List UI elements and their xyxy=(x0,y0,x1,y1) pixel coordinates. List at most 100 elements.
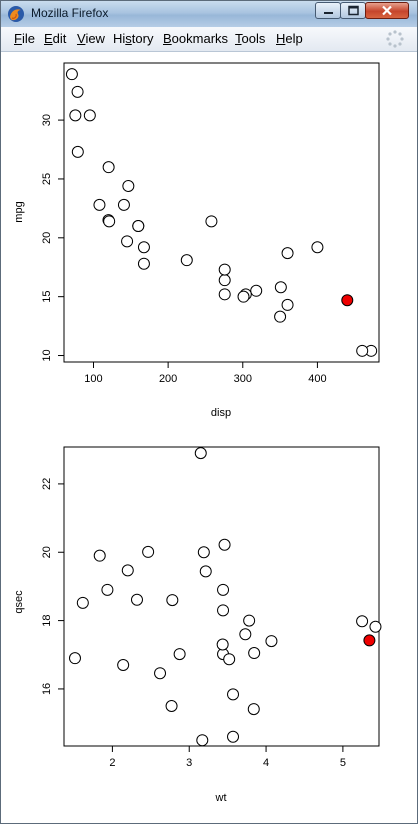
y-tick-label: 22 xyxy=(41,478,53,490)
highlighted-point xyxy=(363,634,376,647)
plot-frame xyxy=(63,446,380,747)
menu-history[interactable]: History xyxy=(113,31,154,46)
data-point xyxy=(122,180,135,193)
x-tick-label: 100 xyxy=(84,373,102,385)
minimize-icon xyxy=(324,12,333,14)
data-point xyxy=(117,659,130,672)
data-point xyxy=(223,653,236,666)
menu-file[interactable]: File xyxy=(14,31,35,46)
data-point xyxy=(194,447,207,460)
x-axis-title: wt xyxy=(215,792,227,804)
y-tick-label: 25 xyxy=(41,173,53,185)
data-point xyxy=(101,583,114,596)
menu-bar: File Edit View History Bookmarks Tools H… xyxy=(1,27,417,52)
y-tick-label: 15 xyxy=(41,291,53,303)
window-title: Mozilla Firefox xyxy=(31,6,109,20)
data-point xyxy=(239,628,252,641)
data-point xyxy=(142,545,155,558)
y-axis: 10 15 20 25 30 xyxy=(41,114,64,362)
title-bar[interactable]: Mozilla Firefox xyxy=(1,1,417,27)
data-point xyxy=(132,220,145,233)
data-point xyxy=(369,620,382,633)
menu-edit[interactable]: Edit xyxy=(44,31,67,46)
x-tick-label: 3 xyxy=(186,757,192,769)
x-tick-label: 300 xyxy=(234,373,252,385)
data-point xyxy=(76,596,89,609)
data-point xyxy=(243,614,256,627)
y-tick-label: 10 xyxy=(41,349,53,361)
data-point xyxy=(180,254,193,267)
data-point xyxy=(274,310,287,323)
page-content: 100 200 300 400 10 15 20 25 30 disp mpg 2 3 4 5 16… xyxy=(1,52,417,823)
data-point xyxy=(83,109,96,122)
data-point xyxy=(218,263,231,276)
data-point xyxy=(216,638,229,651)
close-button[interactable] xyxy=(365,2,409,19)
data-point xyxy=(356,615,369,628)
data-point xyxy=(154,667,167,680)
data-point xyxy=(274,281,287,294)
data-point xyxy=(197,546,210,559)
data-point xyxy=(199,565,212,578)
data-point xyxy=(173,648,186,661)
x-axis: 100 200 300 400 xyxy=(84,362,327,385)
close-icon xyxy=(382,5,392,16)
data-point xyxy=(93,198,106,211)
data-point xyxy=(71,85,84,98)
plots-canvas: 100 200 300 400 10 15 20 25 30 disp mpg 2 3 4 5 16… xyxy=(13,62,382,804)
data-point xyxy=(68,652,81,665)
x-tick-label: 4 xyxy=(263,757,269,769)
data-point xyxy=(311,241,324,254)
data-point xyxy=(248,647,261,660)
scatter-points xyxy=(65,68,378,357)
menu-view[interactable]: View xyxy=(77,31,105,46)
data-point xyxy=(205,215,218,228)
x-tick-label: 200 xyxy=(159,373,177,385)
y-axis-title: mpg xyxy=(13,201,25,222)
data-point xyxy=(227,730,240,743)
maximize-button[interactable] xyxy=(340,2,366,19)
data-point xyxy=(166,594,179,607)
data-point xyxy=(69,109,82,122)
data-point xyxy=(247,703,260,716)
data-point xyxy=(217,583,230,596)
menu-help[interactable]: Help xyxy=(276,31,303,46)
firefox-icon xyxy=(8,6,24,22)
data-point xyxy=(218,274,231,287)
data-point xyxy=(103,215,116,228)
data-point xyxy=(265,635,278,648)
maximize-icon xyxy=(348,5,359,16)
highlighted-point xyxy=(341,294,354,307)
scatter-points xyxy=(68,447,382,747)
data-point xyxy=(218,288,231,301)
x-tick-label: 400 xyxy=(308,373,326,385)
x-tick-label: 2 xyxy=(109,757,115,769)
data-point xyxy=(250,284,263,297)
data-point xyxy=(137,257,150,270)
minimize-button[interactable] xyxy=(315,2,341,19)
menu-bookmarks[interactable]: Bookmarks xyxy=(163,31,229,46)
y-axis: 16 18 20 22 xyxy=(41,478,64,695)
data-point xyxy=(71,145,84,158)
y-tick-label: 30 xyxy=(41,114,53,126)
chart-qsec-vs-wt: 2 3 4 5 16 18 20 22 wt qsec xyxy=(13,446,382,804)
data-point xyxy=(281,247,294,260)
chart-mpg-vs-disp: 100 200 300 400 10 15 20 25 30 disp mpg xyxy=(13,62,380,419)
data-point xyxy=(93,549,106,562)
x-axis: 2 3 4 5 xyxy=(109,746,346,769)
data-point xyxy=(121,235,134,248)
data-point xyxy=(218,538,231,551)
data-point xyxy=(356,344,369,357)
y-tick-label: 20 xyxy=(41,546,53,558)
loading-throbber-icon xyxy=(386,30,404,48)
data-point xyxy=(102,161,115,174)
menu-tools[interactable]: Tools xyxy=(235,31,266,46)
y-axis-title: qsec xyxy=(13,590,25,614)
y-tick-label: 18 xyxy=(41,614,53,626)
data-point xyxy=(117,198,130,211)
data-point xyxy=(137,241,150,254)
x-axis-title: disp xyxy=(211,407,231,419)
y-tick-label: 20 xyxy=(41,232,53,244)
data-point xyxy=(217,604,230,617)
